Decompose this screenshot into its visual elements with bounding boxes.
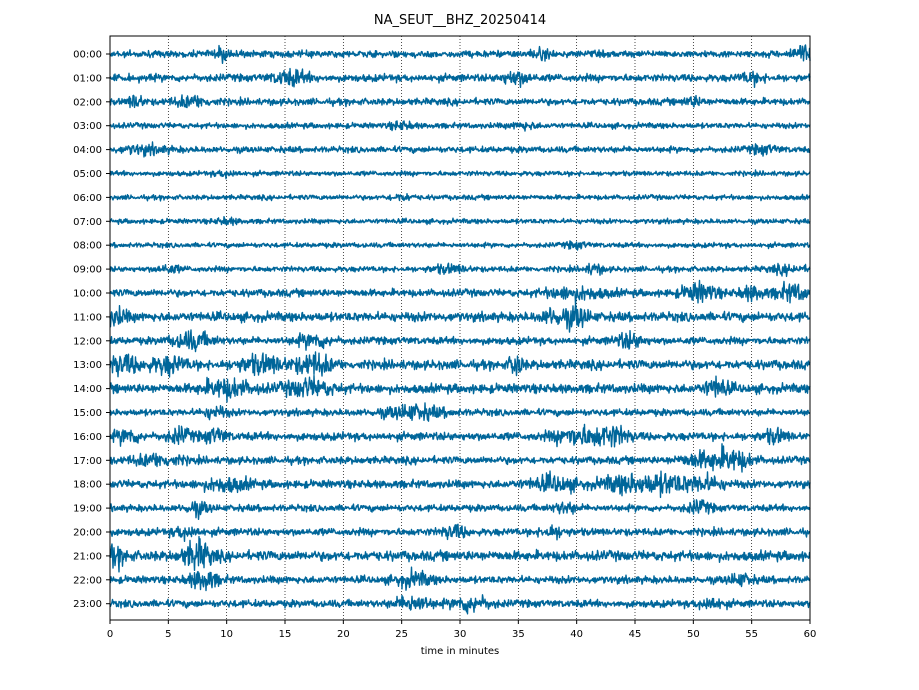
vertical-gridlines [167,36,753,620]
y-tick-label: 22:00 [73,575,102,586]
trace-0700 [109,216,811,227]
trace-1800 [109,470,811,499]
x-tick-label: 5 [165,629,171,640]
x-tick-label: 0 [107,629,113,640]
trace-1600 [109,423,811,448]
x-tick-label: 50 [687,629,700,640]
trace-1900 [109,499,811,520]
trace-2100 [109,535,811,573]
trace-0500 [109,169,811,180]
x-tick-label: 15 [279,629,292,640]
trace-1400 [109,374,811,403]
trace-0100 [109,67,811,88]
y-tick-label: 02:00 [73,97,102,108]
trace-0200 [109,94,811,109]
y-tick-label: 17:00 [73,456,102,467]
y-tick-labels: 00:00 01:00 02:00 03:00 04:00 05:00 06:00 07:00… [73,50,110,610]
y-tick-label: 04:00 [73,145,102,156]
trace-1700 [109,443,811,473]
trace-0300 [109,120,811,132]
y-tick-label: 00:00 [73,50,102,61]
y-tick-label: 05:00 [73,169,102,180]
seismogram-traces [109,44,811,615]
trace-0000 [109,44,811,64]
y-tick-label: 07:00 [73,217,102,228]
x-tick-label: 30 [454,629,467,640]
trace-0400 [109,141,811,158]
trace-0600 [109,193,811,202]
y-tick-label: 19:00 [73,504,102,515]
y-tick-label: 08:00 [73,241,102,252]
y-tick-label: 21:00 [73,551,102,562]
y-tick-label: 13:00 [73,360,102,371]
trace-1300 [109,351,811,378]
trace-1100 [109,304,811,333]
x-tick-label: 25 [395,629,408,640]
y-tick-label: 03:00 [73,121,102,132]
y-tick-label: 12:00 [73,336,102,347]
trace-0800 [109,240,811,251]
trace-1500 [109,402,811,422]
trace-2200 [109,566,811,592]
x-tick-label: 60 [804,629,817,640]
y-tick-label: 23:00 [73,599,102,610]
y-tick-label: 11:00 [73,312,102,323]
chart-title: NA_SEUT__BHZ_20250414 [374,13,546,28]
y-tick-label: 09:00 [73,265,102,276]
y-tick-label: 10:00 [73,289,102,300]
y-tick-label: 15:00 [73,408,102,419]
x-tick-label: 45 [629,629,642,640]
x-tick-labels: 0 5 10 15 20 25 30 35 40 45 50 55 60 [107,620,817,640]
y-tick-label: 16:00 [73,432,102,443]
y-tick-label: 01:00 [73,73,102,84]
trace-1200 [109,329,811,353]
trace-0900 [109,262,811,278]
x-tick-label: 40 [570,629,583,640]
x-tick-label: 55 [745,629,758,640]
y-tick-label: 18:00 [73,480,102,491]
x-axis-label: time in minutes [421,646,500,657]
x-tick-label: 20 [337,629,350,640]
trace-1000 [109,279,811,306]
trace-2300 [109,594,811,615]
y-tick-label: 06:00 [73,193,102,204]
y-tick-label: 20:00 [73,528,102,539]
trace-2000 [109,523,811,542]
x-tick-label: 10 [220,629,233,640]
y-tick-label: 14:00 [73,384,102,395]
x-tick-label: 35 [512,629,525,640]
